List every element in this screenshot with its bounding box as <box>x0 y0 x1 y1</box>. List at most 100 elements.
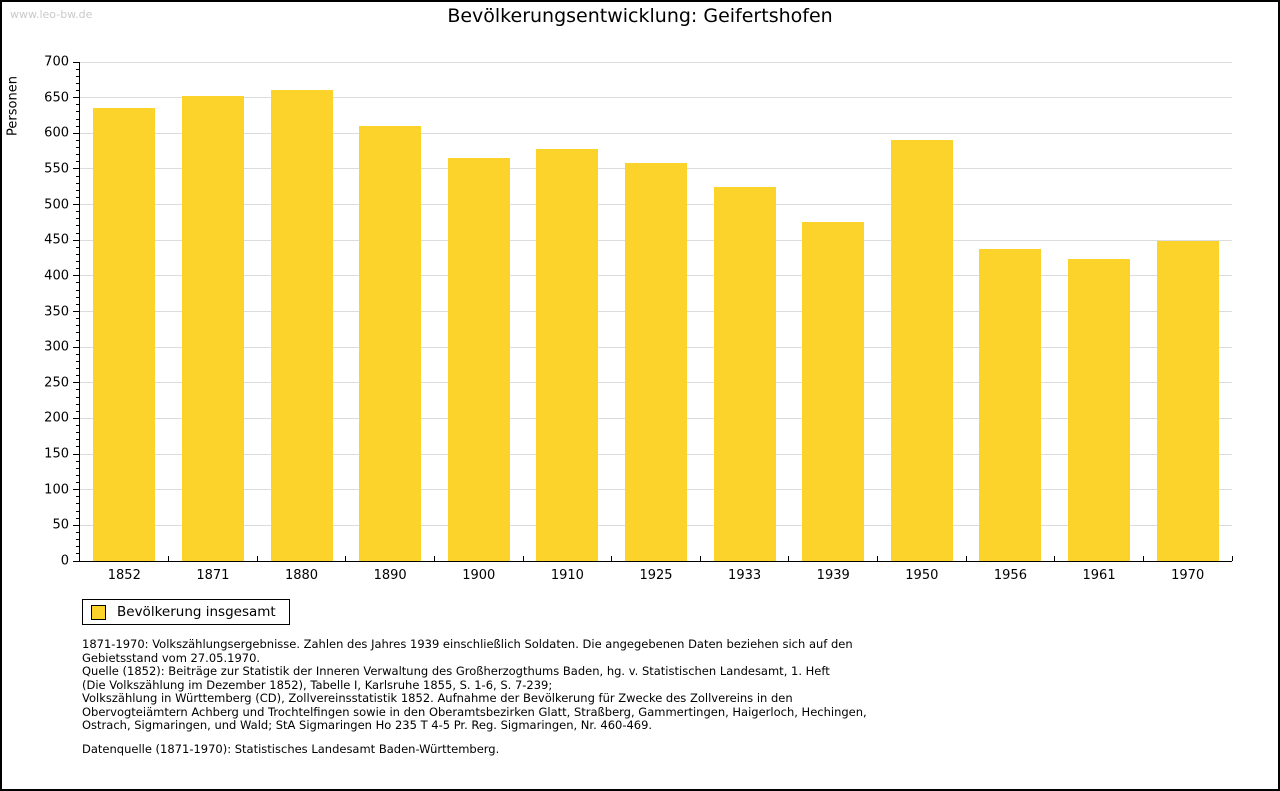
chart-title: Bevölkerungsentwicklung: Geifertshofen <box>447 5 833 27</box>
y-axis-minor-tick <box>76 253 80 255</box>
x-axis-tick-label: 1939 <box>816 568 850 583</box>
y-axis-major-tick <box>73 132 80 134</box>
y-axis-minor-tick <box>76 368 80 370</box>
y-axis-tick-label: 300 <box>44 339 69 355</box>
y-axis-minor-tick <box>76 467 80 469</box>
x-axis-tick-label: 1956 <box>993 568 1027 583</box>
bar-1961 <box>1068 259 1131 561</box>
y-axis-minor-tick <box>76 125 80 127</box>
y-axis-major-tick <box>73 97 80 99</box>
y-axis-minor-tick <box>76 232 80 234</box>
x-axis-boundary-tick <box>522 556 524 561</box>
y-axis-minor-tick <box>76 339 80 341</box>
y-axis-minor-tick <box>76 139 80 141</box>
bar-1910 <box>536 148 599 561</box>
y-axis-minor-tick <box>76 218 80 220</box>
y-axis-minor-tick <box>76 68 80 70</box>
y-axis-minor-tick <box>76 211 80 213</box>
x-axis-boundary-tick <box>256 556 258 561</box>
x-axis-tick-label: 1961 <box>1082 568 1116 583</box>
bar-1871 <box>181 95 244 561</box>
y-axis-tick-label: 550 <box>44 161 69 177</box>
y-axis-minor-tick <box>76 546 80 548</box>
y-axis-tick-label: 500 <box>44 197 69 213</box>
y-axis-minor-tick <box>76 196 80 198</box>
x-axis-tick-label: 1950 <box>905 568 939 583</box>
x-axis-boundary-tick <box>699 556 701 561</box>
y-axis-minor-tick <box>76 268 80 270</box>
y-gridline <box>80 61 1232 63</box>
y-axis-minor-tick <box>76 396 80 398</box>
y-axis-minor-tick <box>76 482 80 484</box>
y-axis-major-tick <box>73 489 80 491</box>
bar-1933 <box>713 187 776 561</box>
watermark: www.leo-bw.de <box>10 8 93 21</box>
y-axis-minor-tick <box>76 289 80 291</box>
x-axis-boundary-tick <box>965 556 967 561</box>
x-axis-tick-label: 1852 <box>107 568 141 583</box>
bar-1925 <box>625 163 687 561</box>
x-axis-tick-label: 1925 <box>639 568 673 583</box>
footnote-line: (Die Volkszählung im Dezember 1852), Tab… <box>82 677 553 692</box>
y-axis-minor-tick <box>76 303 80 305</box>
y-axis-tick-label: 450 <box>44 232 69 248</box>
y-axis-minor-tick <box>76 474 80 476</box>
footnote-line: 1871-1970: Volkszählungsergebnisse. Zahl… <box>82 637 853 651</box>
x-axis-boundary-tick <box>168 556 170 561</box>
x-axis-boundary-tick <box>1142 556 1144 561</box>
y-axis-major-tick <box>73 417 80 419</box>
y-axis-tick-label: 400 <box>44 268 69 284</box>
y-axis-minor-tick <box>76 375 80 377</box>
y-axis-minor-tick <box>76 154 80 156</box>
footnote-line: Ostrach, Sigmaringen, und Wald; StA Sigm… <box>82 718 653 732</box>
y-axis-minor-tick <box>76 325 80 327</box>
x-axis-boundary-tick <box>433 556 435 561</box>
x-axis-tick-label: 1910 <box>550 568 584 583</box>
plot-area: 0 50 100 150 200 250 300 350 400 450 500 550 600 650 7… <box>44 55 1233 583</box>
y-axis-minor-tick <box>76 439 80 441</box>
y-axis-minor-tick <box>76 517 80 519</box>
y-axis-minor-tick <box>76 147 80 149</box>
y-axis-major-tick <box>73 168 80 170</box>
x-axis-tick-label: 1970 <box>1171 568 1205 583</box>
y-axis-tick-label: 0 <box>60 553 69 569</box>
footnote: 1871-1970: Volkszählungsergebnisse. Zahl… <box>82 637 1232 756</box>
y-axis-minor-tick <box>76 531 80 533</box>
y-axis-minor-tick <box>76 460 80 462</box>
y-axis-minor-tick <box>76 75 80 77</box>
y-axis-minor-tick <box>76 189 80 191</box>
x-axis-boundary-tick <box>877 556 879 561</box>
y-axis-minor-tick <box>76 82 80 84</box>
y-axis-minor-tick <box>76 425 80 427</box>
y-axis-minor-tick <box>76 175 80 177</box>
bar-1880 <box>270 89 333 561</box>
y-axis-tick-label: 100 <box>44 482 69 498</box>
y-axis-minor-tick <box>76 403 80 405</box>
y-axis-minor-tick <box>76 510 80 512</box>
x-axis-boundary-tick <box>1231 556 1233 561</box>
y-axis-major-tick <box>73 346 80 348</box>
y-axis-minor-tick <box>76 410 80 412</box>
y-axis-minor-tick <box>76 318 80 320</box>
y-axis-tick-label: 600 <box>44 125 69 141</box>
y-axis-major-tick <box>73 382 80 384</box>
y-axis-major-tick <box>73 311 80 312</box>
x-axis-tick-label: 1900 <box>462 568 496 583</box>
y-axis-minor-tick <box>76 225 80 227</box>
y-gridline <box>80 97 1232 99</box>
footnote-line: Quelle (1852): Beiträge zur Statistik de… <box>82 664 830 678</box>
x-axis-tick-label: 1871 <box>196 568 230 583</box>
y-axis-major-tick <box>73 275 80 277</box>
y-axis-tick-label: 150 <box>44 446 69 462</box>
y-axis-major-tick <box>73 204 80 206</box>
y-axis-minor-tick <box>76 353 80 355</box>
legend: Bevölkerung insgesamt <box>82 599 290 625</box>
bar-1939 <box>802 222 865 561</box>
y-axis-major-tick <box>73 453 80 455</box>
y-axis-minor-tick <box>76 446 80 448</box>
y-axis-tick-label: 650 <box>44 90 69 106</box>
y-axis-minor-tick <box>76 282 80 284</box>
legend-label: Bevölkerung insgesamt <box>117 604 276 620</box>
y-axis-tick-label: 200 <box>44 410 69 426</box>
